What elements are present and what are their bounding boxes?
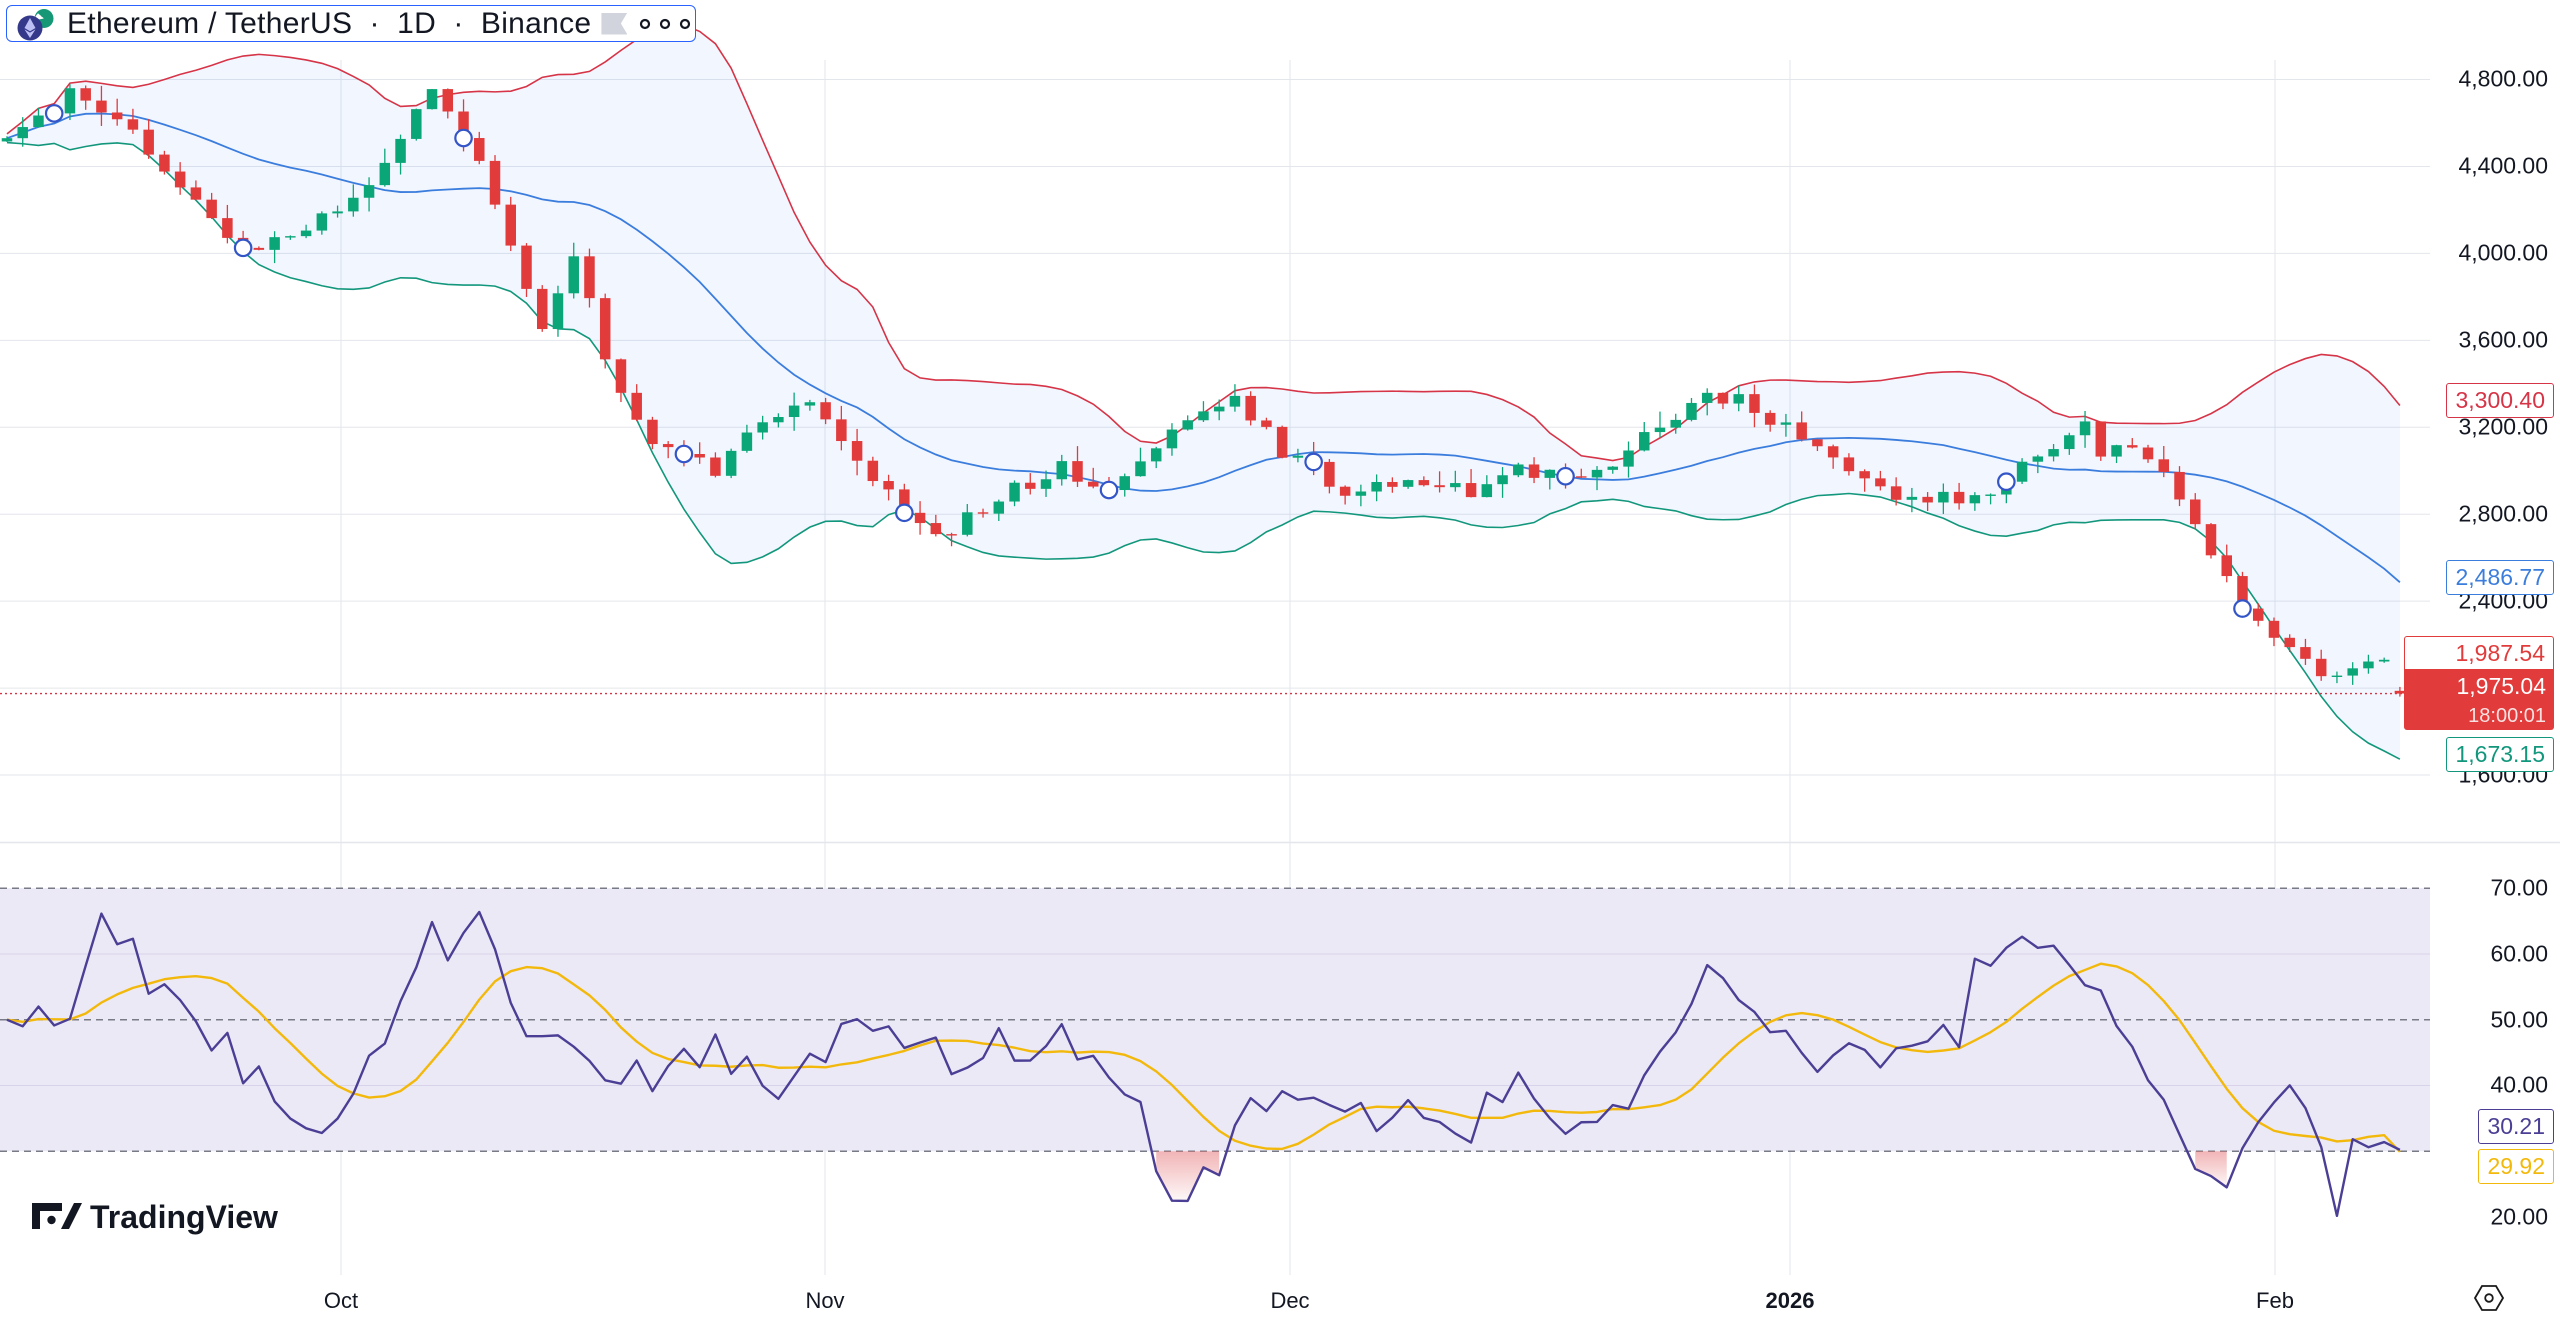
svg-text:TradingView: TradingView (90, 1199, 278, 1235)
svg-text:T: T (41, 13, 48, 25)
